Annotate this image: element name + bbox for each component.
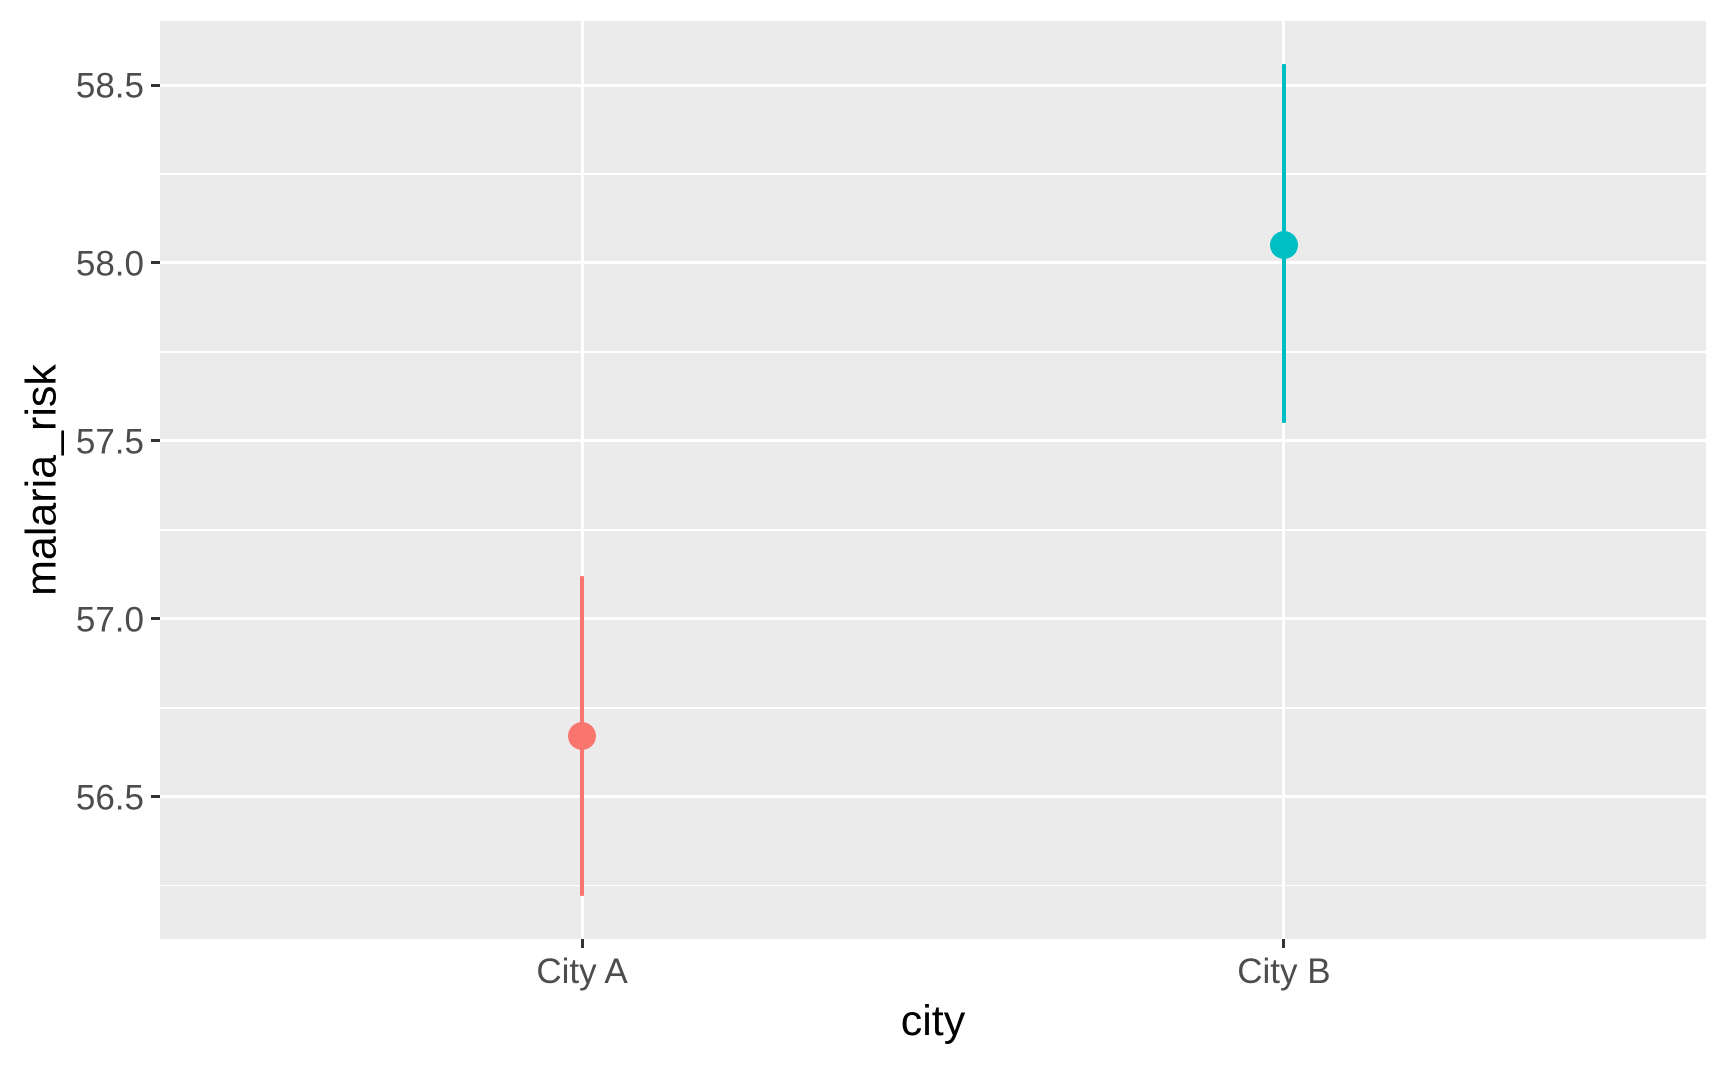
- gridline-major-v: [1282, 21, 1286, 939]
- gridline-major-h: [160, 439, 1706, 443]
- x-tick-label: City B: [1237, 952, 1331, 991]
- gridline-minor-h: [160, 884, 1706, 887]
- gridline-major-h: [160, 617, 1706, 621]
- x-axis-title: city: [900, 997, 966, 1045]
- y-tick-mark: [151, 261, 160, 265]
- x-tick-mark: [1282, 939, 1286, 948]
- gridline-major-h: [160, 83, 1706, 87]
- y-tick-mark: [151, 439, 160, 443]
- y-tick-label: 58.0: [75, 244, 144, 284]
- gridline-minor-h: [160, 173, 1706, 175]
- gridline-major-h: [160, 795, 1706, 799]
- point-marker-city-a: [568, 722, 597, 751]
- gridline-major-v: [580, 21, 584, 939]
- gridline-major-h: [160, 261, 1706, 265]
- x-tick-label: City A: [536, 952, 628, 991]
- gridline-minor-h: [160, 706, 1706, 709]
- y-tick-label: 57.5: [75, 422, 144, 462]
- y-tick-mark: [151, 617, 160, 621]
- y-tick-label: 56.5: [75, 778, 144, 818]
- y-tick-label: 57.0: [75, 600, 144, 640]
- point-marker-city-b: [1269, 231, 1298, 260]
- y-tick-mark: [151, 83, 160, 87]
- gridline-minor-h: [160, 528, 1706, 531]
- y-tick-label: 58.5: [75, 66, 144, 106]
- y-tick-mark: [151, 795, 160, 799]
- gridline-minor-h: [160, 351, 1706, 353]
- x-tick-mark: [580, 939, 584, 948]
- y-axis-title: malaria_risk: [17, 364, 66, 596]
- plot-panel: [160, 21, 1706, 939]
